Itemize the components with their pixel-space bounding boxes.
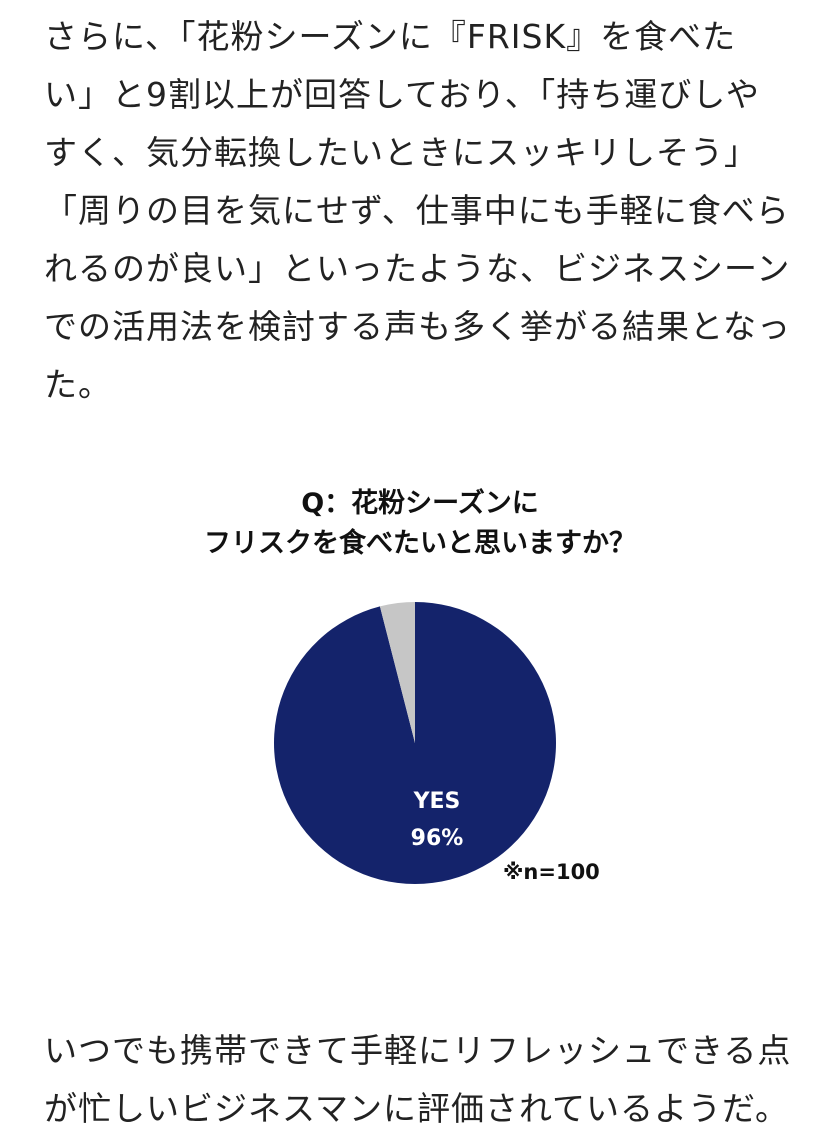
chart-title-line: フリスクを食べたいと思いますか？ <box>204 528 636 559</box>
chart-title: Q：花粉シーズンに フリスクを食べたいと思いますか？ <box>0 484 840 564</box>
sample-size-note: ※n=100 <box>503 860 600 884</box>
text-line: さらに、「花粉シーズンに『FRISK』を食べた <box>44 17 737 56</box>
text-line: いつでも携帯できて手軽にリフレッシュできる点 <box>44 1031 792 1070</box>
text-line: すく、気分転換したいときにスッキリしそう」 <box>44 133 758 172</box>
text-line: い」と9割以上が回答しており、「持ち運びしや <box>44 75 760 114</box>
body-paragraph-1: さらに、「花粉シーズンに『FRISK』を食べた い」と9割以上が回答しており、「… <box>44 8 834 414</box>
text-line: での活用法を検討する声も多く挙がる結果となっ <box>44 307 792 346</box>
slice-label: YES <box>413 789 461 814</box>
text-line: れるのが良い」といったような、ビジネスシーン <box>44 249 791 288</box>
chart-title-line: Q：花粉シーズンに <box>301 488 539 519</box>
body-paragraph-2: いつでも携帯できて手軽にリフレッシュできる点 が忙しいビジネスマンに評価されてい… <box>44 1022 834 1138</box>
pie-chart: YES 96% <box>273 602 556 884</box>
text-line: た。 <box>44 365 112 404</box>
text-line: 「周りの目を気にせず、仕事中にも手軽に食べら <box>44 191 790 230</box>
slice-value-label: 96% <box>411 826 464 851</box>
pie-slice-yes <box>273 602 556 884</box>
pie-slice-other <box>379 602 415 743</box>
text-line: が忙しいビジネスマンに評価されているようだ。 <box>44 1089 790 1128</box>
